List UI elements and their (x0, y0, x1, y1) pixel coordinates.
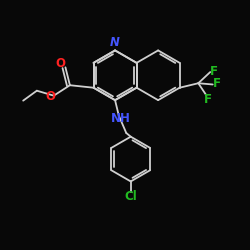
Text: F: F (210, 65, 218, 78)
Text: N: N (110, 36, 120, 50)
Text: F: F (204, 93, 212, 106)
Text: O: O (56, 57, 66, 70)
Text: NH: NH (111, 112, 131, 125)
Text: Cl: Cl (124, 190, 137, 203)
Text: O: O (45, 90, 55, 104)
Text: F: F (213, 78, 221, 90)
